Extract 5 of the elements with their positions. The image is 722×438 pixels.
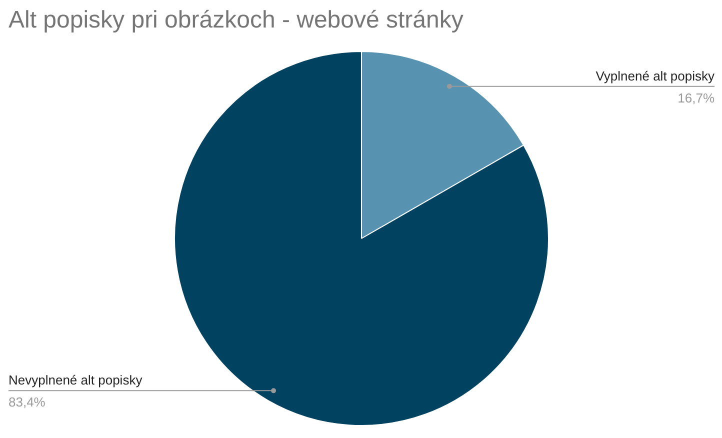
data-label: 83,4% (8, 394, 46, 410)
data-label: 16,7% (678, 90, 715, 106)
slice-label: Nevyplnené alt popisky (8, 372, 143, 388)
slice-label: Vyplnené alt popisky (596, 68, 715, 84)
chart-title: Alt popisky pri obrázkoch - webové stránky (8, 6, 464, 34)
